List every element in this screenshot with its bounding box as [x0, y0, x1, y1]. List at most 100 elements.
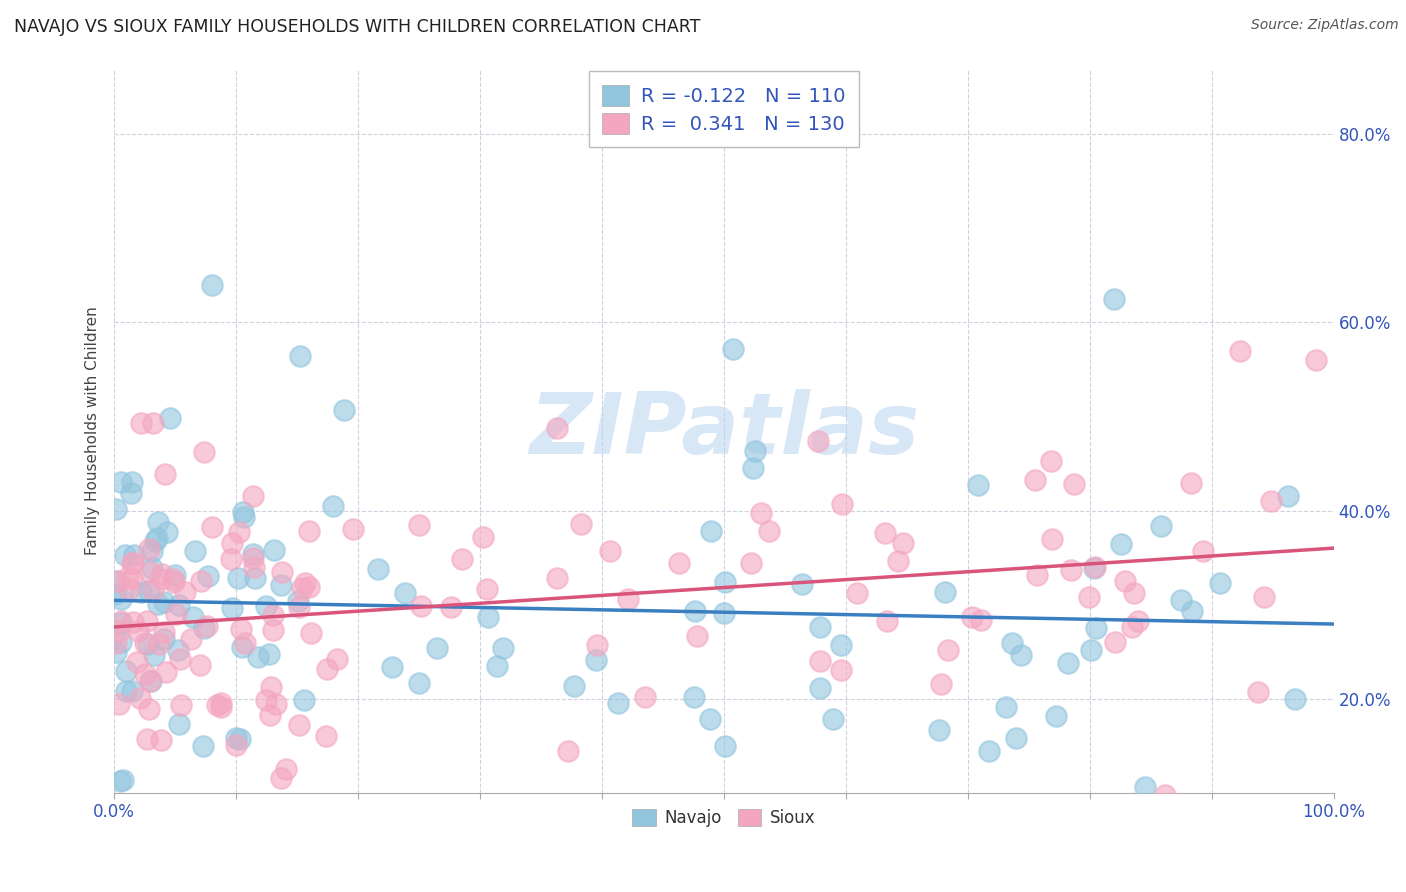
Point — [209, 696, 232, 710]
Point — [440, 599, 463, 614]
Point — [546, 421, 568, 435]
Point — [394, 586, 416, 600]
Point — [808, 681, 831, 695]
Point — [135, 614, 157, 628]
Point — [150, 567, 173, 582]
Point — [136, 637, 159, 651]
Point — [134, 635, 156, 649]
Point — [617, 592, 640, 607]
Point — [288, 600, 311, 615]
Point — [1181, 604, 1204, 618]
Point — [131, 416, 153, 430]
Point — [1123, 586, 1146, 600]
Point — [1246, 685, 1268, 699]
Point — [1277, 489, 1299, 503]
Point — [159, 410, 181, 425]
Point — [229, 732, 252, 747]
Point — [846, 586, 869, 600]
Point — [426, 640, 449, 655]
Point — [472, 530, 495, 544]
Point — [145, 534, 167, 549]
Point — [169, 599, 191, 613]
Point — [607, 696, 630, 710]
Point — [270, 565, 292, 579]
Point — [150, 572, 173, 586]
Point — [128, 690, 150, 705]
Point — [1005, 731, 1028, 745]
Point — [562, 679, 585, 693]
Point — [1102, 292, 1125, 306]
Point — [193, 739, 215, 753]
Point — [188, 657, 211, 672]
Point — [143, 648, 166, 662]
Point — [299, 626, 322, 640]
Point — [1045, 709, 1067, 723]
Point — [245, 571, 267, 585]
Point — [585, 653, 607, 667]
Point — [287, 593, 309, 607]
Point — [110, 591, 132, 606]
Point — [183, 543, 205, 558]
Point — [242, 548, 264, 562]
Point — [408, 676, 430, 690]
Point — [292, 692, 315, 706]
Point — [138, 542, 160, 557]
Point — [207, 698, 229, 713]
Point — [163, 568, 186, 582]
Point — [1011, 648, 1033, 662]
Point — [121, 684, 143, 698]
Point — [274, 762, 297, 776]
Point — [1083, 561, 1105, 575]
Point — [586, 638, 609, 652]
Point — [381, 659, 404, 673]
Point — [122, 615, 145, 630]
Point — [153, 625, 176, 640]
Point — [165, 607, 187, 621]
Point — [886, 554, 908, 568]
Point — [256, 855, 278, 869]
Point — [1305, 353, 1327, 368]
Point — [790, 577, 813, 591]
Point — [322, 499, 344, 513]
Point — [298, 580, 321, 594]
Point — [221, 536, 243, 550]
Point — [125, 655, 148, 669]
Point — [174, 584, 197, 599]
Text: NAVAJO VS SIOUX FAMILY HOUSEHOLDS WITH CHILDREN CORRELATION CHART: NAVAJO VS SIOUX FAMILY HOUSEHOLDS WITH C… — [14, 18, 700, 36]
Point — [201, 277, 224, 292]
Point — [808, 654, 831, 668]
Point — [938, 643, 960, 657]
Point — [1056, 656, 1078, 670]
Point — [108, 624, 131, 639]
Legend: Navajo, Sioux: Navajo, Sioux — [624, 800, 824, 835]
Point — [117, 569, 139, 583]
Point — [129, 584, 152, 599]
Point — [148, 636, 170, 650]
Text: ZIPatlas: ZIPatlas — [529, 389, 920, 472]
Point — [1192, 544, 1215, 558]
Point — [408, 517, 430, 532]
Point — [246, 649, 269, 664]
Point — [228, 524, 250, 539]
Point — [155, 467, 177, 481]
Point — [1150, 518, 1173, 533]
Point — [699, 712, 721, 726]
Point — [830, 638, 852, 652]
Point — [142, 582, 165, 597]
Point — [409, 599, 432, 614]
Text: Source: ZipAtlas.com: Source: ZipAtlas.com — [1251, 18, 1399, 32]
Point — [134, 667, 156, 681]
Point — [546, 571, 568, 585]
Point — [121, 572, 143, 586]
Point — [995, 700, 1018, 714]
Point — [1109, 537, 1132, 551]
Point — [1260, 493, 1282, 508]
Point — [970, 613, 993, 627]
Point — [139, 673, 162, 688]
Point — [342, 523, 364, 537]
Point — [1154, 788, 1177, 802]
Point — [136, 731, 159, 746]
Point — [749, 506, 772, 520]
Point — [259, 647, 281, 661]
Point — [226, 571, 249, 585]
